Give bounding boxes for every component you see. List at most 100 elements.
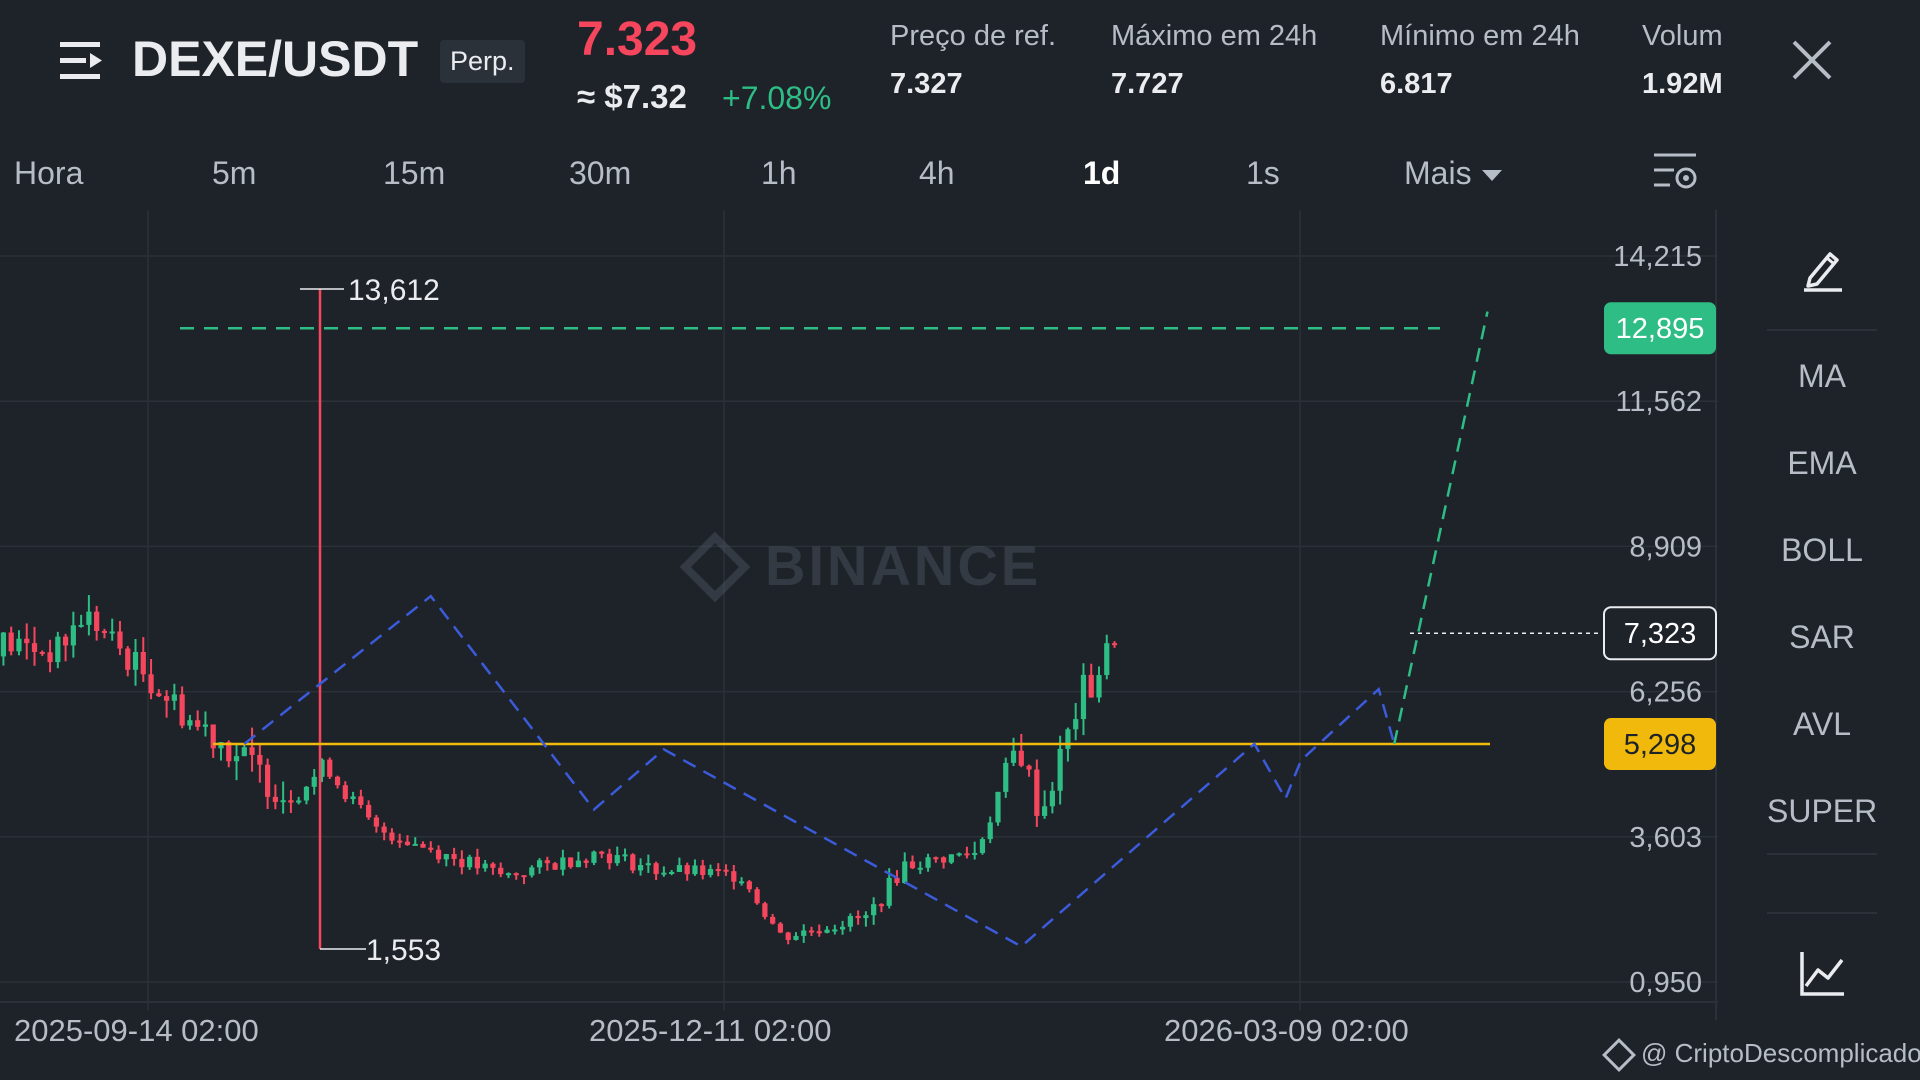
candle-body	[1104, 643, 1110, 676]
caret-down-icon	[1481, 170, 1502, 182]
binance-logo-icon	[1602, 1038, 1636, 1073]
candle-body	[785, 932, 791, 940]
candle-body	[715, 869, 721, 872]
candle-body	[70, 625, 76, 646]
candle-body	[101, 630, 108, 633]
tab-timeframe-5m[interactable]: 5m	[212, 155, 257, 191]
more-timeframes-dropdown[interactable]: Mais	[1404, 155, 1502, 192]
candle-body	[373, 817, 379, 827]
stat-label-volume: Volum	[1642, 20, 1723, 52]
candle-body	[544, 860, 550, 864]
candle-body	[1096, 675, 1102, 698]
candle-body	[47, 652, 53, 663]
candle-body	[777, 923, 784, 933]
candle-body	[505, 873, 512, 876]
candle-body	[272, 796, 278, 802]
candle-body	[878, 904, 885, 907]
change-percent: +7.08%	[722, 80, 832, 116]
candle-body	[1088, 674, 1094, 698]
candle-body	[1111, 643, 1118, 646]
candle-body	[202, 724, 209, 727]
y-tick-label: 6,256	[1629, 677, 1702, 709]
candle-body	[187, 720, 193, 726]
price-chart[interactable]: BINANCE 13,612 1,553 14,215 11,562 8,909 6,256…	[0, 210, 1718, 1020]
close-icon[interactable]	[1790, 38, 1834, 82]
price-tag-support	[1604, 718, 1716, 771]
candle-body	[296, 800, 302, 803]
usd-price: ≈ $7.32	[577, 78, 687, 115]
candle-body	[241, 747, 247, 757]
candle-body	[171, 694, 177, 701]
candle-body	[428, 847, 434, 850]
candle-body	[972, 852, 978, 855]
line-chart-icon[interactable]	[1798, 950, 1846, 998]
projection-line	[1393, 311, 1489, 745]
candle-body	[871, 904, 877, 916]
candle-body	[583, 860, 589, 863]
candle-body	[645, 863, 651, 866]
candle-body	[894, 877, 900, 884]
tab-timeframe-4h[interactable]: 4h	[919, 155, 955, 191]
candle-body	[995, 791, 1001, 823]
candle-body	[0, 632, 7, 657]
candle-body	[327, 759, 333, 777]
candle-body	[249, 747, 255, 755]
stat-value-mark-price: 7.327	[890, 68, 963, 100]
candle-body	[855, 915, 861, 919]
candle-body	[746, 881, 752, 890]
candle-body	[676, 865, 683, 872]
candle-body	[210, 724, 216, 749]
candle-body	[917, 867, 923, 870]
candle-body	[948, 854, 954, 863]
sidebar-divider	[1767, 329, 1877, 331]
pair-title[interactable]: DEXE/USDT	[132, 31, 419, 87]
tab-timeframe-1d[interactable]: 1d	[1083, 155, 1121, 191]
candle-body	[117, 631, 123, 649]
indicator-ma[interactable]: MA	[1798, 358, 1846, 394]
candle-body	[902, 861, 908, 884]
pencil-icon[interactable]	[1800, 246, 1846, 292]
candle-body	[552, 863, 558, 870]
y-tick-label: 0,950	[1629, 967, 1702, 999]
indicator-avl[interactable]: AVL	[1792, 706, 1852, 742]
candle-body	[1057, 748, 1063, 791]
candle-body	[280, 800, 286, 803]
candle-body	[474, 856, 480, 869]
candle-body	[490, 863, 496, 868]
indicator-boll[interactable]: BOLL	[1781, 532, 1863, 568]
candle-body	[62, 636, 69, 646]
candle-body	[933, 857, 939, 860]
tab-timeframe-15m[interactable]: 15m	[383, 155, 446, 191]
tab-timeframe-hora[interactable]: Hora	[14, 155, 84, 191]
candle-body	[381, 826, 387, 833]
indicator-ema[interactable]: EMA	[1787, 445, 1857, 481]
menu-icon[interactable]	[60, 38, 106, 84]
candle-body	[653, 863, 659, 875]
candle-body	[521, 875, 527, 878]
tab-timeframe-1s[interactable]: 1s	[1246, 155, 1280, 191]
x-tick-label: 2025-09-14 02:00	[14, 1013, 259, 1048]
candle-body	[303, 786, 310, 801]
candle-body	[179, 694, 185, 726]
candle-body	[55, 636, 61, 663]
indicator-sar[interactable]: SAR	[1789, 619, 1855, 655]
candle-body	[148, 674, 154, 694]
candle-body	[288, 800, 294, 803]
high-annotation: 13,612	[348, 274, 440, 307]
contract-type-badge: Perp.	[440, 40, 525, 83]
stat-label-mark-price: Preço de ref.	[890, 20, 1057, 52]
candle-body	[358, 796, 364, 805]
x-tick-label: 2026-03-09 02:00	[1164, 1013, 1409, 1048]
candle-body	[1003, 762, 1009, 792]
chart-settings-icon[interactable]	[1652, 150, 1698, 196]
y-tick-label: 14,215	[1613, 241, 1702, 273]
tab-timeframe-1h[interactable]: 1h	[761, 155, 797, 191]
candle-body	[622, 854, 628, 857]
candle-body	[575, 860, 582, 868]
candle-body	[412, 843, 418, 846]
candle-body	[591, 851, 597, 863]
tab-timeframe-30m[interactable]: 30m	[569, 155, 632, 191]
candle-body	[435, 849, 442, 860]
indicator-super[interactable]: SUPER	[1767, 793, 1878, 829]
candle-body	[1042, 806, 1048, 816]
